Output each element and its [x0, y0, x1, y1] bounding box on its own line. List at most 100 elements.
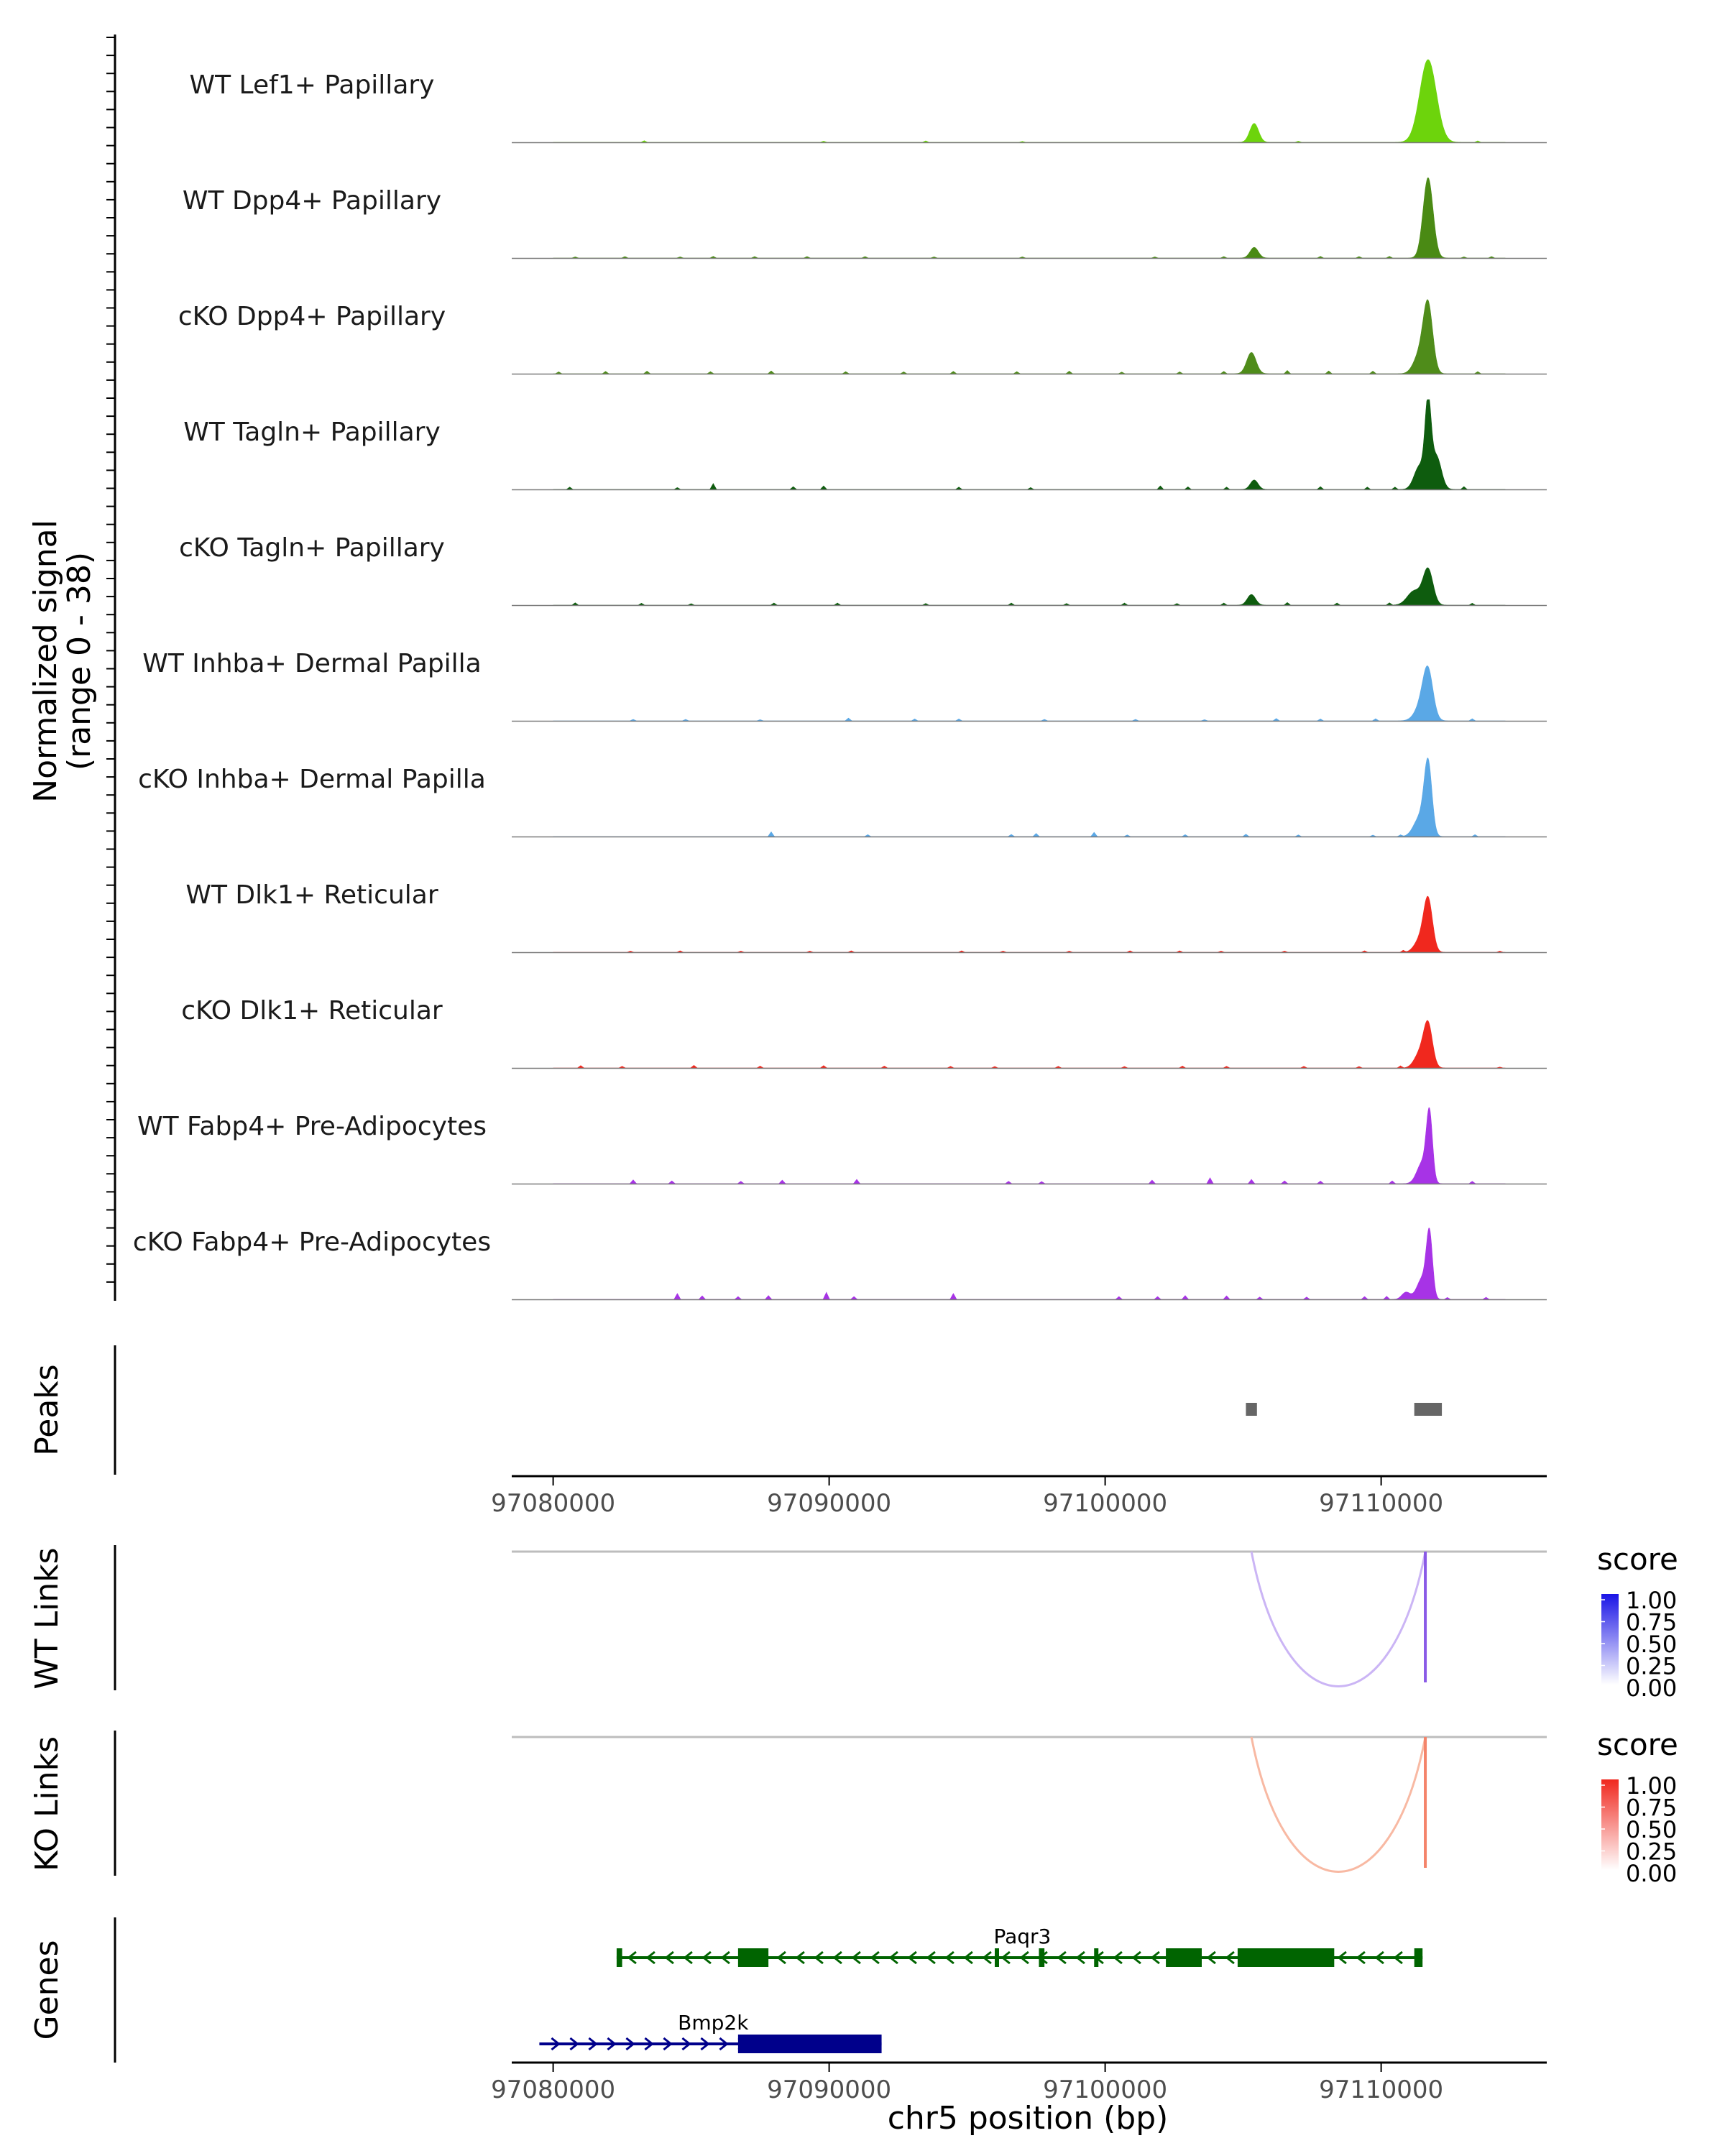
gene-exon [1094, 1948, 1099, 1967]
strand-arrow [1393, 1950, 1403, 1965]
x-tick-label: 97090000 [767, 1489, 891, 1518]
wt-links-panel: WT Links score 1.000.750.500.250.00 [29, 1542, 1678, 1702]
gene-exon [1414, 1948, 1423, 1967]
strand-arrow [1019, 1950, 1029, 1965]
strand-arrow [607, 2037, 617, 2051]
gene-exon [1237, 1948, 1335, 1967]
strand-arrow [1356, 1950, 1366, 1965]
peaks-label: Peaks [29, 1364, 65, 1455]
coverage-track: WT Inhba+ Dermal Papilla [142, 649, 1547, 722]
strand-arrow [907, 1950, 917, 1965]
coverage-track: WT Lef1+ Papillary [190, 59, 1547, 144]
legend-tick-label: 0.00 [1626, 1674, 1677, 1702]
gene-model: Paqr3 [616, 1925, 1423, 1967]
legend-tick-label: 0.75 [1626, 1795, 1677, 1822]
x-tick-label: 97090000 [767, 2076, 891, 2104]
strand-arrow [719, 2037, 729, 2051]
strand-arrow [1337, 1950, 1347, 1965]
gene-exon [737, 2035, 882, 2053]
strand-arrow [1113, 1950, 1123, 1965]
strand-arrow [851, 1950, 861, 1965]
track-label: WT Fabp4+ Pre-Adipocytes [137, 1112, 487, 1141]
track-label: cKO Tagln+ Papillary [179, 533, 445, 563]
wt-links-label: WT Links [29, 1547, 65, 1689]
gene-exon [995, 1948, 999, 1967]
x-tick-label: 97080000 [491, 1489, 615, 1518]
strand-arrow [663, 2037, 673, 2051]
peaks-panel: Peaks 97080000 97090000 97100000 97110000 [29, 1345, 1547, 1518]
strand-arrow [681, 2037, 691, 2051]
strand-arrow [795, 1950, 805, 1965]
legend-colorbar [1601, 1594, 1619, 1685]
strand-arrow [1131, 1950, 1141, 1965]
link-arc [1250, 1551, 1427, 1687]
legend-tick-label: 0.50 [1626, 1816, 1677, 1843]
track-label: cKO Inhba+ Dermal Papilla [138, 765, 486, 794]
legend-tick-label: 0.25 [1626, 1838, 1677, 1866]
strand-arrow [683, 1950, 693, 1965]
coverage-track: WT Tagln+ Papillary [183, 399, 1547, 491]
strand-arrow [645, 1950, 656, 1965]
strand-arrow [551, 2037, 561, 2051]
ko-links-label: KO Links [29, 1736, 65, 1871]
track-label: WT Lef1+ Papillary [190, 70, 435, 100]
genes-x-axis-ticks: 97080000 97090000 97100000 97110000 [491, 2063, 1443, 2104]
gene-exon [1039, 1948, 1045, 1967]
ko-links-arcs [512, 1736, 1547, 1873]
coverage-track: cKO Inhba+ Dermal Papilla [138, 757, 1547, 838]
ko-links-panel: KO Links score 1.000.750.500.250.00 [29, 1727, 1678, 1887]
strand-arrow [982, 1950, 992, 1965]
wt-links-arcs [512, 1550, 1547, 1687]
peaks-x-axis-ticks: 97080000 97090000 97100000 97110000 [491, 1477, 1443, 1518]
track-label: cKO Dpp4+ Papillary [178, 302, 446, 331]
strand-arrow [870, 1950, 880, 1965]
strand-arrow [832, 1950, 842, 1965]
track-label: WT Dpp4+ Papillary [183, 186, 441, 216]
track-label: cKO Fabp4+ Pre-Adipocytes [133, 1227, 491, 1257]
strand-arrow [644, 2037, 654, 2051]
strand-arrow [588, 2037, 598, 2051]
coverage-track: WT Dpp4+ Papillary [183, 177, 1547, 259]
coverage-track: cKO Tagln+ Papillary [179, 533, 1547, 607]
strand-arrow [664, 1950, 674, 1965]
gene-name: Bmp2k [678, 2011, 749, 2035]
gene-exon [616, 1948, 622, 1967]
strand-arrow [702, 1950, 712, 1965]
track-label: WT Inhba+ Dermal Papilla [142, 649, 481, 678]
coverage-y-label: Normalized signal [27, 520, 64, 803]
strand-arrow [814, 1950, 824, 1965]
x-tick-label: 97100000 [1043, 1489, 1167, 1518]
legend-tick-label: 0.00 [1626, 1860, 1677, 1887]
strand-arrow [888, 1950, 898, 1965]
gene-name: Paqr3 [993, 1925, 1051, 1948]
strand-arrow [926, 1950, 936, 1965]
coverage-track: WT Dlk1+ Reticular [185, 880, 1547, 954]
coverage-tracks: WT Lef1+ Papillary WT Dpp4+ Papillary cKO … [133, 59, 1547, 1301]
legend-tick-label: 0.25 [1626, 1653, 1677, 1680]
legend-title: score [1597, 1727, 1678, 1762]
coverage-track: WT Fabp4+ Pre-Adipocytes [137, 1107, 1547, 1185]
legend-tick-label: 1.00 [1626, 1587, 1677, 1614]
x-axis-title: chr5 position (bp) [888, 2100, 1169, 2137]
strand-arrow [1206, 1950, 1216, 1965]
strand-arrow [625, 2037, 635, 2051]
coverage-y-range-label: (range 0 - 38) [61, 552, 98, 770]
coverage-y-ticks [106, 37, 115, 1283]
coverage-track: cKO Dpp4+ Papillary [178, 299, 1547, 375]
x-tick-label: 97100000 [1043, 2076, 1167, 2104]
gene-exon [737, 1948, 769, 1967]
coverage-panel: Normalized signal (range 0 - 38) WT Lef1… [27, 34, 1547, 1301]
peak-region [1246, 1403, 1257, 1416]
ko-links-legend: score 1.000.750.500.250.00 [1597, 1727, 1678, 1887]
coverage-track: cKO Dlk1+ Reticular [181, 996, 1547, 1069]
strand-arrow [1075, 1950, 1085, 1965]
strand-arrow [1150, 1950, 1160, 1965]
wt-links-legend: score 1.000.750.500.250.00 [1597, 1542, 1678, 1702]
strand-arrow [1374, 1950, 1384, 1965]
strand-arrow [627, 1950, 637, 1965]
strand-arrow [569, 2037, 579, 2051]
x-tick-label: 97110000 [1319, 2076, 1443, 2104]
strand-arrow [963, 1950, 973, 1965]
